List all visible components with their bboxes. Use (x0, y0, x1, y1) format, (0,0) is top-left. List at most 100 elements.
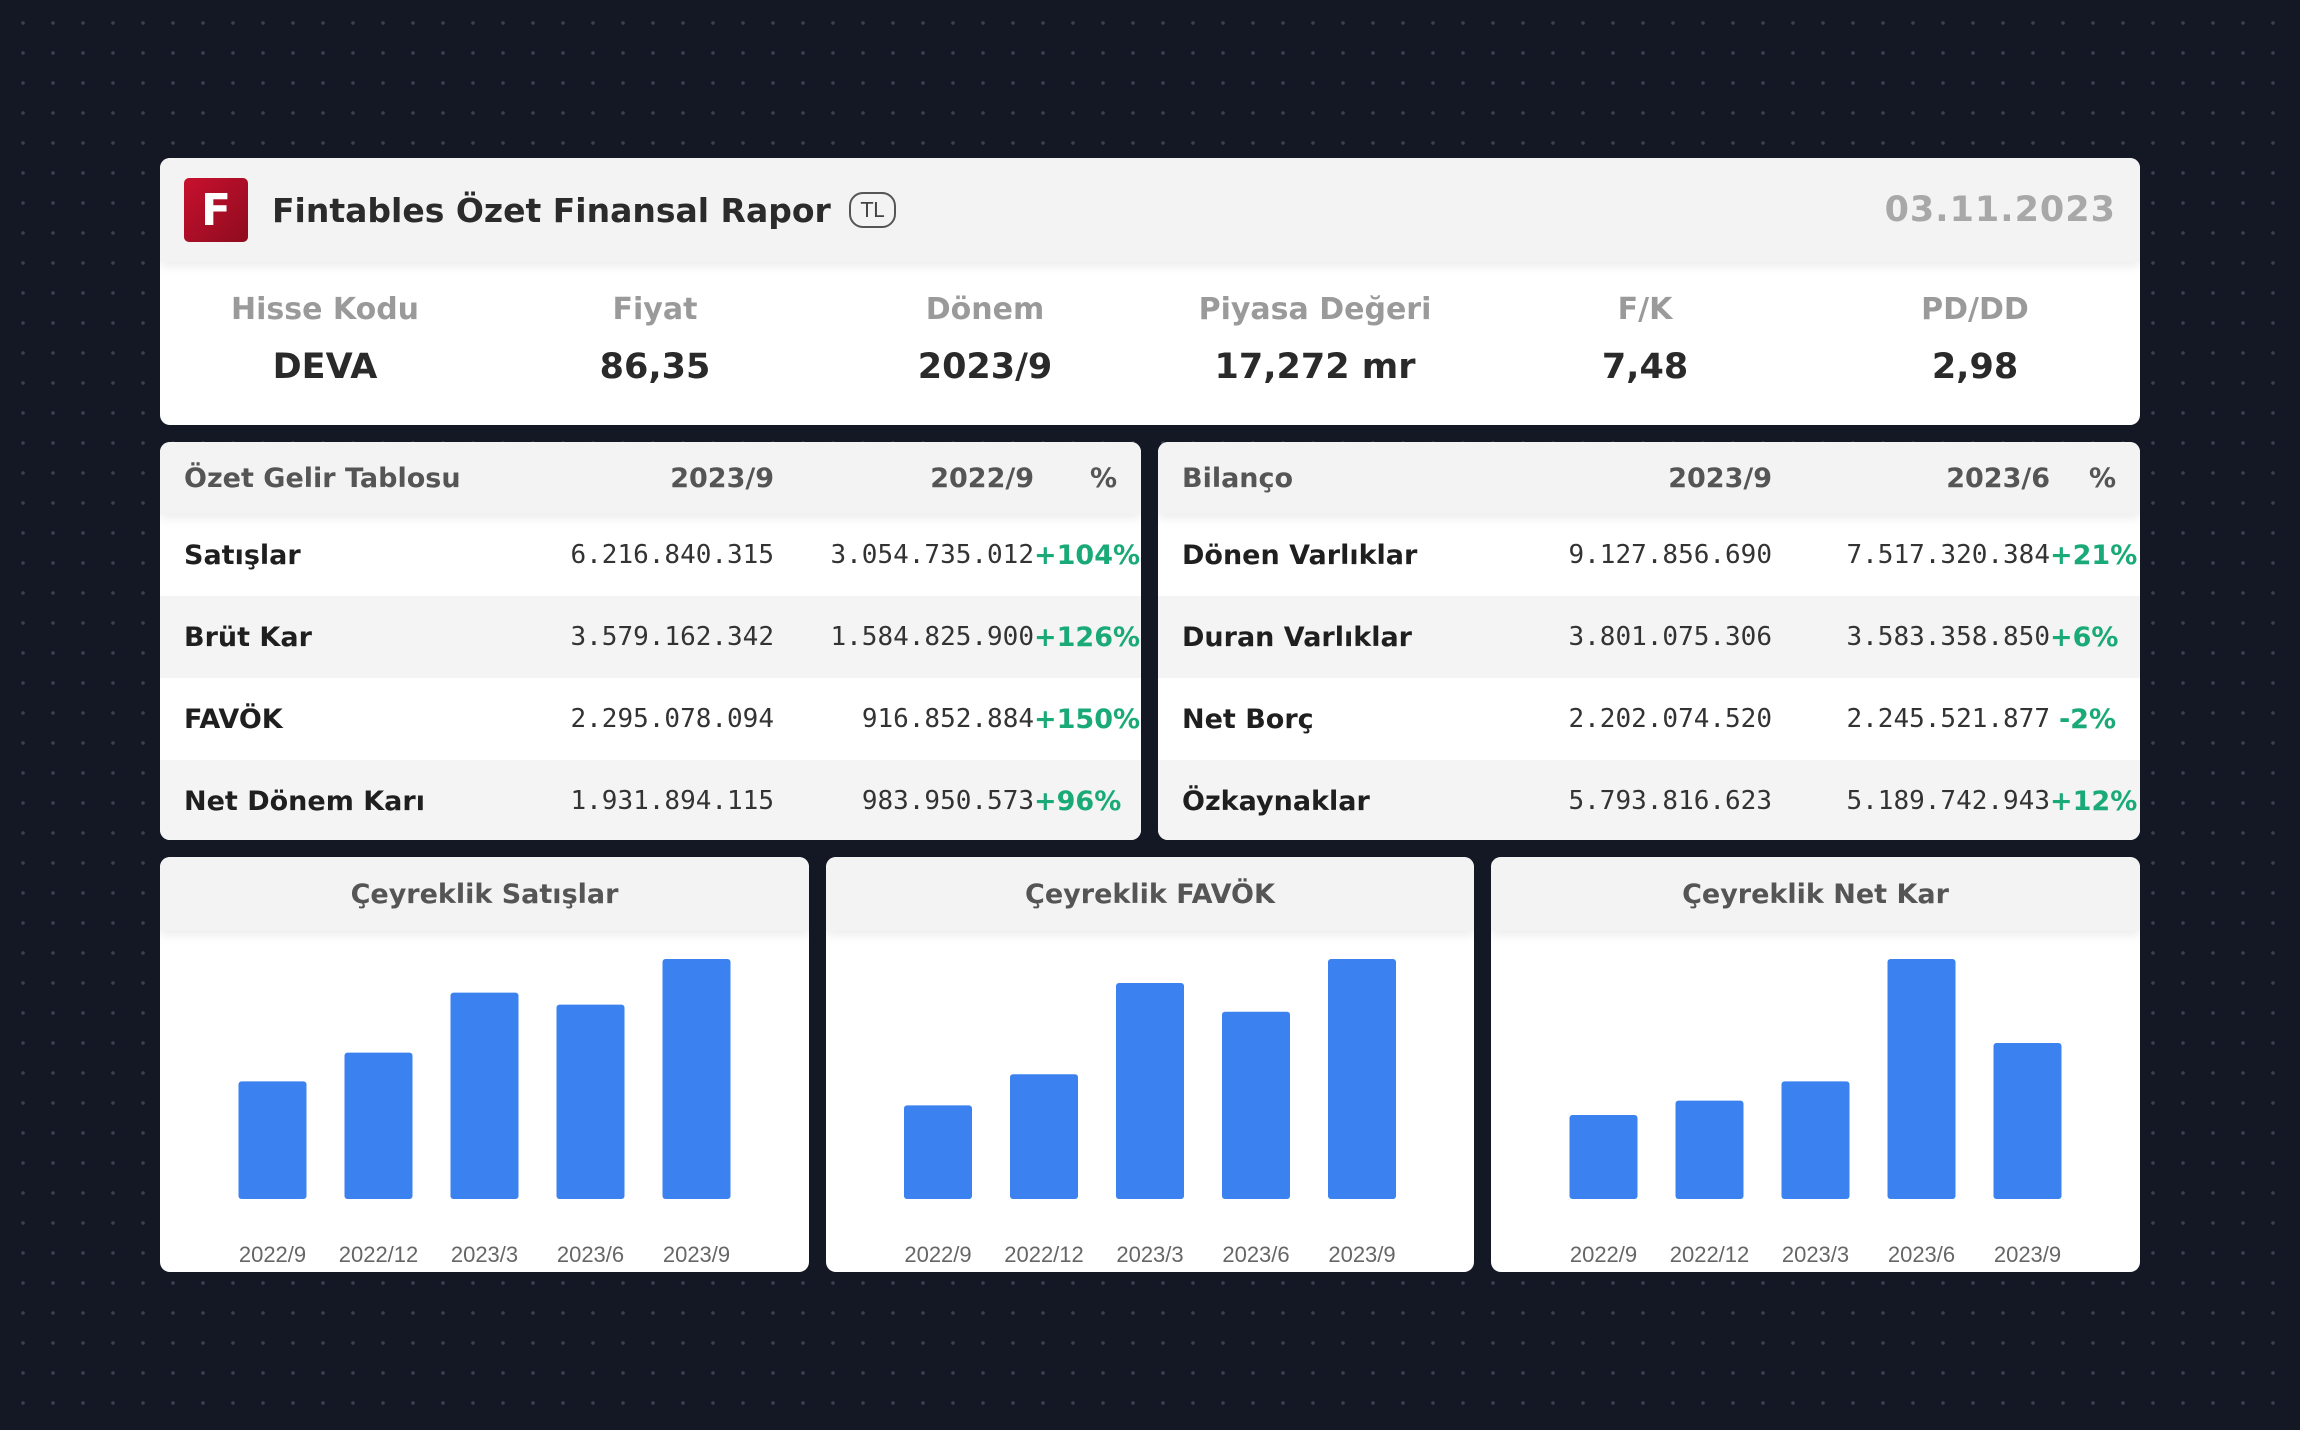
change-percent: +96% (1034, 785, 1122, 817)
stat-pe: F/K 7,48 (1480, 292, 1810, 387)
cell-value: 983.950.573 (861, 786, 1034, 816)
bar-2022-12 (1675, 1100, 1744, 1199)
column-header: Bilanço (1182, 462, 1294, 494)
x-tick-label: 2023/6 (1222, 1242, 1289, 1267)
bar-2023-9 (1993, 1043, 2062, 1199)
balance-sheet-table: Bilanço 2023/9 2023/6 % Dönen Varlıklar … (1158, 442, 2140, 840)
quarterly-sales-chart: Çeyreklik Satışlar 2022/9 2022/12 2023/3 20… (160, 857, 809, 1272)
table-row: Özkaynaklar 5.793.816.623 5.189.742.943 … (1158, 760, 2140, 840)
x-tick-label: 2023/9 (1994, 1242, 2061, 1267)
report-date: 03.11.2023 (1884, 190, 2116, 230)
change-percent: -2% (2058, 703, 2116, 735)
x-tick-label: 2023/3 (1116, 1242, 1183, 1267)
column-header: 2023/9 (1668, 462, 1772, 494)
report-header-bar: F Fintables Özet Finansal Rapor TL 03.11… (160, 158, 2140, 262)
bar-2022-12 (1010, 1074, 1078, 1199)
stat-label: Hisse Kodu (230, 292, 420, 327)
stat-value: 86,35 (599, 347, 711, 387)
column-header: % (1089, 462, 1117, 494)
change-percent: +150% (1034, 703, 1141, 735)
bar-2023-9 (1328, 959, 1396, 1199)
bar-2022-9 (1569, 1115, 1638, 1199)
table-header: Bilanço 2023/9 2023/6 % (1158, 442, 2140, 514)
row-label: Net Borç (1182, 703, 1314, 735)
cell-value: 916.852.884 (861, 704, 1034, 734)
chart-plot: 2022/9 2022/12 2023/3 2023/6 2023/9 (904, 959, 1396, 1267)
cell-value: 2.202.074.520 (1568, 704, 1773, 734)
cell-value: 6.216.840.315 (570, 540, 775, 570)
table-row: Duran Varlıklar 3.801.075.306 3.583.358.… (1158, 596, 2140, 678)
stat-period: Dönem 2023/9 (820, 292, 1150, 387)
stat-value: 2023/9 (917, 347, 1053, 387)
x-tick-label: 2023/6 (557, 1242, 624, 1267)
quarterly-ebitda-chart: Çeyreklik FAVÖK 2022/9 2022/12 2023/3 2023/… (826, 857, 1474, 1272)
table-row: FAVÖK 2.295.078.094 916.852.884 +150% (160, 678, 1141, 760)
x-tick-label: 2022/12 (1004, 1242, 1084, 1267)
x-tick-label: 2023/3 (451, 1242, 518, 1267)
summary-header-card: F Fintables Özet Finansal Rapor TL 03.11… (160, 158, 2140, 425)
chart-plot: 2022/9 2022/12 2023/3 2023/6 2023/9 (1569, 959, 2062, 1267)
chart-title: Çeyreklik FAVÖK (826, 857, 1474, 931)
stat-label: PD/DD (1921, 292, 2029, 327)
chart-title: Çeyreklik Net Kar (1491, 857, 2140, 931)
cell-value: 3.579.162.342 (570, 622, 775, 652)
chart-title: Çeyreklik Satışlar (160, 857, 809, 931)
stat-label: F/K (1617, 292, 1673, 327)
column-header: Özet Gelir Tablosu (184, 462, 461, 494)
change-percent: +21% (2050, 539, 2138, 571)
cell-value: 9.127.856.690 (1568, 540, 1773, 570)
bar-2023-3 (450, 992, 519, 1199)
quarterly-net-profit-chart: Çeyreklik Net Kar 2022/9 2022/12 2023/3 202… (1491, 857, 2140, 1272)
x-tick-label: 2023/9 (663, 1242, 730, 1267)
bar-2023-3 (1116, 983, 1184, 1199)
cell-value: 3.583.358.850 (1846, 622, 2051, 652)
cell-value: 1.931.894.115 (570, 786, 775, 816)
stat-value: 7,48 (1601, 347, 1689, 387)
stat-ticker: Hisse Kodu DEVA (160, 292, 490, 387)
row-label: FAVÖK (184, 703, 283, 735)
cell-value: 3.801.075.306 (1568, 622, 1773, 652)
cell-value: 5.189.742.943 (1846, 786, 2051, 816)
row-label: Net Dönem Karı (184, 785, 425, 817)
currency-badge: TL (848, 192, 897, 228)
stat-market-cap: Piyasa Değeri 17,272 mr (1150, 292, 1480, 387)
row-label: Duran Varlıklar (1182, 621, 1413, 653)
cell-value: 2.295.078.094 (570, 704, 775, 734)
x-tick-label: 2023/6 (1888, 1242, 1955, 1267)
x-tick-label: 2022/9 (239, 1242, 306, 1267)
cell-value: 1.584.825.900 (830, 622, 1035, 652)
cell-value: 5.793.816.623 (1568, 786, 1773, 816)
bar-2023-6 (556, 1004, 625, 1199)
x-tick-label: 2022/9 (1570, 1242, 1637, 1267)
bar-2023-9 (662, 959, 731, 1199)
table-row: Dönen Varlıklar 9.127.856.690 7.517.320.… (1158, 514, 2140, 596)
table-header: Özet Gelir Tablosu 2023/9 2022/9 % (160, 442, 1141, 514)
table-row: Net Borç 2.202.074.520 2.245.521.877 -2% (1158, 678, 2140, 760)
cell-value: 7.517.320.384 (1846, 540, 2051, 570)
column-header: % (2088, 462, 2116, 494)
bar-2022-9 (238, 1081, 307, 1199)
income-statement-table: Özet Gelir Tablosu 2023/9 2022/9 % Satış… (160, 442, 1141, 840)
bar-2022-9 (904, 1105, 972, 1199)
bar-2023-6 (1887, 959, 1956, 1199)
x-tick-label: 2023/9 (1328, 1242, 1395, 1267)
stat-pb: PD/DD 2,98 (1810, 292, 2140, 387)
change-percent: +104% (1034, 539, 1141, 571)
key-stats-row: Hisse Kodu DEVA Fiyat 86,35 Dönem 2023/9… (160, 262, 2140, 387)
stat-label: Dönem (925, 292, 1045, 327)
stat-price: Fiyat 86,35 (490, 292, 820, 387)
table-row: Satışlar 6.216.840.315 3.054.735.012 +10… (160, 514, 1141, 596)
column-header: 2022/9 (930, 462, 1034, 494)
x-tick-label: 2023/3 (1782, 1242, 1849, 1267)
row-label: Brüt Kar (184, 621, 312, 653)
stat-value: 17,272 mr (1214, 347, 1416, 387)
cell-value: 2.245.521.877 (1846, 704, 2051, 734)
x-tick-label: 2022/12 (339, 1242, 419, 1267)
stat-label: Fiyat (612, 292, 698, 327)
bar-2023-3 (1781, 1081, 1850, 1199)
fintables-logo-icon: F (184, 178, 248, 242)
change-percent: +126% (1034, 621, 1141, 653)
change-percent: +12% (2050, 785, 2138, 817)
bar-2023-6 (1222, 1011, 1290, 1199)
change-percent: +6% (2050, 621, 2119, 653)
